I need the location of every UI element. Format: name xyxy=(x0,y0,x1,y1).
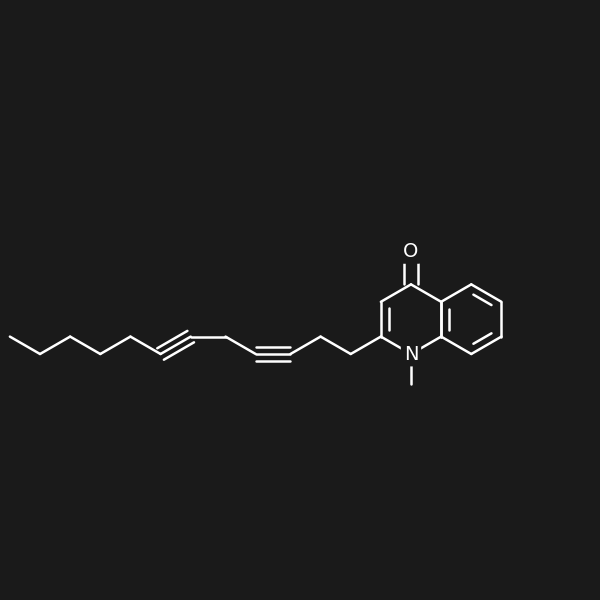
Text: O: O xyxy=(403,242,419,261)
Text: N: N xyxy=(404,344,418,364)
